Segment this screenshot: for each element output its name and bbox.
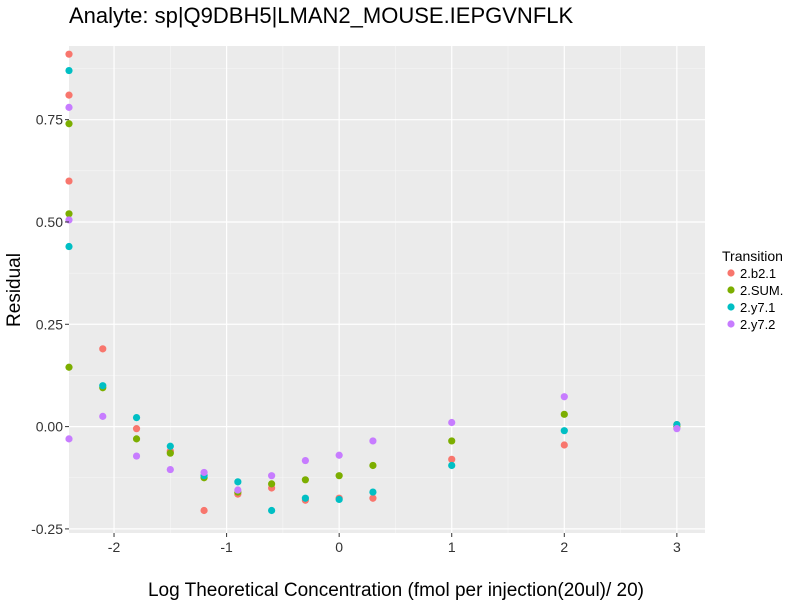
data-point [369,494,377,502]
data-point [301,476,309,484]
data-point [448,418,456,427]
y-axis-title: Residual [4,253,25,327]
data-point [560,427,568,435]
data-point [99,382,107,390]
data-point [369,488,377,496]
legend-label: 2.y7.1 [740,300,775,315]
data-point [65,50,73,58]
x-tick-label: 2 [560,539,568,555]
data-point [335,472,343,480]
data-point [673,425,681,433]
data-point [301,456,309,465]
x-tick-label: 1 [448,539,456,555]
y-tick-label: 0.25 [36,316,63,332]
data-point [65,103,73,111]
legend-title: Transition [722,248,783,264]
data-point [65,435,73,443]
data-point [65,66,73,75]
data-point [132,413,141,422]
chart-title: Analyte: sp|Q9DBH5|LMAN2_MOUSE.IEPGVNFLK [69,3,573,28]
data-point [65,91,73,99]
data-point [132,452,141,460]
legend-key [727,286,735,294]
data-point [369,437,377,445]
data-point [65,177,73,185]
data-point [200,468,208,477]
data-point [65,363,73,371]
data-point [560,393,568,401]
data-point [166,465,174,474]
legend-label: 2.y7.2 [740,317,775,332]
data-point [448,455,456,463]
grid-minor-lines [69,46,705,533]
data-point [166,449,174,457]
legend-key [727,320,735,328]
data-point [99,412,107,420]
x-tick-label: 3 [673,539,681,555]
data-point [369,461,377,470]
y-axis: -0.25 0.00 0.25 0.50 0.75 [31,112,69,537]
data-point [99,345,107,353]
data-point [335,451,343,459]
data-point [335,495,343,504]
data-point [268,506,276,515]
x-axis: -2 -1 0 1 2 3 [108,533,681,555]
x-tick-label: 0 [335,539,343,555]
y-tick-label: 0.75 [36,112,63,128]
legend: Transition 2.b2.1 2.SUM. 2.y7.1 2.y7.2 [722,248,783,332]
data-point [301,494,309,502]
legend-key [727,269,735,277]
legend-key [727,303,735,311]
x-axis-title: Log Theoretical Concentration (fmol per … [148,580,644,600]
data-point [132,425,141,433]
data-point [268,480,276,488]
data-point [560,410,568,418]
data-point [200,506,208,515]
data-point [65,210,73,218]
y-tick-label: 0.00 [36,419,63,435]
y-tick-label: -0.25 [31,521,63,537]
data-points [65,50,681,515]
legend-label: 2.b2.1 [740,266,776,281]
data-point [234,478,242,486]
data-point [132,435,141,443]
x-tick-label: -2 [108,539,121,555]
data-point [448,461,456,470]
data-point [65,242,73,251]
x-tick-label: -1 [220,539,233,555]
data-point [448,437,456,445]
data-point [166,442,174,450]
data-point [268,472,276,480]
data-point [560,441,568,449]
plot-panel [69,46,705,533]
data-point [65,120,73,128]
y-tick-label: 0.50 [36,214,63,230]
data-point [234,486,242,494]
legend-label: 2.SUM. [740,283,783,298]
